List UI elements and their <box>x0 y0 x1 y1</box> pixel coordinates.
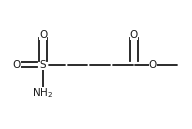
Text: O: O <box>130 30 138 41</box>
Text: O: O <box>12 59 21 70</box>
Text: O: O <box>149 59 157 70</box>
Text: NH$_2$: NH$_2$ <box>32 87 54 100</box>
Text: S: S <box>40 59 46 70</box>
Text: O: O <box>39 30 47 41</box>
